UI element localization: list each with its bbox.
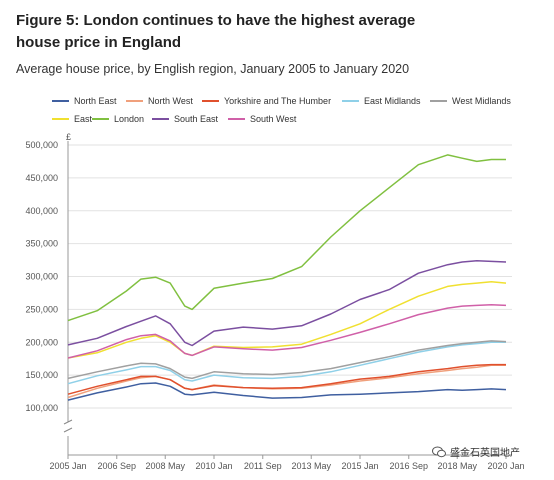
figure-title: Figure 5: London continues to have the h… bbox=[16, 12, 416, 51]
x-axis: 2005 Jan 2006 Sep 2008 May 2010 Jan 2011 Sep… bbox=[49, 141, 525, 471]
x-tick-label: 2008 May bbox=[145, 461, 185, 471]
y-tick-label: 250,000 bbox=[25, 304, 58, 314]
legend-swatch bbox=[202, 100, 219, 102]
x-tick-label: 2016 Sep bbox=[389, 461, 428, 471]
x-tick-label: 2005 Jan bbox=[49, 461, 86, 471]
y-tick-label: 400,000 bbox=[25, 206, 58, 216]
x-tick-label: 2018 May bbox=[437, 461, 477, 471]
x-tick-label: 2011 Sep bbox=[244, 461, 282, 471]
x-tick-label: 2006 Sep bbox=[97, 461, 136, 471]
chart-series-lines bbox=[67, 154, 507, 401]
legend-label: East bbox=[74, 114, 93, 124]
legend-item-yorkshire[interactable]: Yorkshire and The Humber bbox=[202, 96, 331, 106]
y-tick-label: 150,000 bbox=[25, 370, 58, 380]
x-tick-label: 2015 Jan bbox=[341, 461, 378, 471]
legend-swatch bbox=[342, 100, 359, 102]
legend-row-1: North East North West Yorkshire and The … bbox=[52, 96, 532, 114]
legend-swatch bbox=[92, 118, 109, 120]
y-axis-label: £ bbox=[66, 132, 71, 142]
legend-label: North West bbox=[148, 96, 193, 106]
x-tick-label: 2013 May bbox=[291, 461, 331, 471]
series-line bbox=[67, 259, 507, 347]
axis-break-marker bbox=[63, 419, 73, 433]
legend-swatch bbox=[430, 100, 447, 102]
chart-gridlines bbox=[68, 144, 512, 409]
watermark-text: 盛金石英国地产 bbox=[450, 448, 520, 459]
legend-label: South East bbox=[174, 114, 219, 124]
legend-item-london[interactable]: London bbox=[92, 114, 144, 124]
series-line bbox=[67, 363, 506, 395]
y-tick-label: 450,000 bbox=[25, 173, 58, 183]
legend-label: Yorkshire and The Humber bbox=[224, 96, 332, 106]
legend-item-south-east[interactable]: South East bbox=[152, 114, 218, 124]
series-line bbox=[67, 341, 506, 385]
legend-item-east-midlands[interactable]: East Midlands bbox=[342, 96, 421, 106]
series-line bbox=[67, 154, 506, 322]
y-tick-label: 200,000 bbox=[25, 337, 58, 347]
legend-row-2: East London South East South West bbox=[52, 114, 532, 132]
legend-label: North East bbox=[74, 96, 117, 106]
legend-item-west-midlands[interactable]: West Midlands bbox=[430, 96, 511, 106]
y-tick-label: 350,000 bbox=[25, 239, 58, 249]
legend-label: East Midlands bbox=[364, 96, 421, 106]
legend-swatch bbox=[152, 118, 169, 120]
series-line bbox=[67, 304, 507, 359]
legend-item-north-east[interactable]: North East bbox=[52, 96, 117, 106]
y-tick-label: 500,000 bbox=[25, 140, 58, 150]
y-axis-ticks: 100,000 150,000 200,000 250,000 300,000 350,0… bbox=[25, 140, 58, 413]
series-line bbox=[67, 281, 507, 359]
y-tick-label: 100,000 bbox=[25, 403, 58, 413]
x-tick-label: 2010 Jan bbox=[195, 461, 232, 471]
legend-label: South West bbox=[250, 114, 297, 124]
legend-swatch bbox=[52, 118, 69, 120]
y-tick-label: 300,000 bbox=[25, 272, 58, 282]
legend-label: London bbox=[114, 114, 145, 124]
legend-item-south-west[interactable]: South West bbox=[228, 114, 296, 124]
x-tick-label: 2020 Jan bbox=[487, 461, 524, 471]
legend-label: West Midlands bbox=[452, 96, 511, 106]
legend-item-north-west[interactable]: North West bbox=[126, 96, 193, 106]
legend-swatch bbox=[228, 118, 245, 120]
legend-swatch bbox=[52, 100, 69, 102]
chart-legend: North East North West Yorkshire and The … bbox=[52, 96, 532, 132]
series-line bbox=[67, 340, 507, 380]
legend-item-east[interactable]: East bbox=[52, 114, 92, 124]
series-line bbox=[67, 382, 507, 401]
legend-swatch bbox=[126, 100, 143, 102]
wechat-icon bbox=[432, 446, 446, 457]
figure-subtitle: Average house price, by English region, … bbox=[16, 62, 410, 76]
watermark: 盛金石英国地产 bbox=[432, 444, 520, 459]
